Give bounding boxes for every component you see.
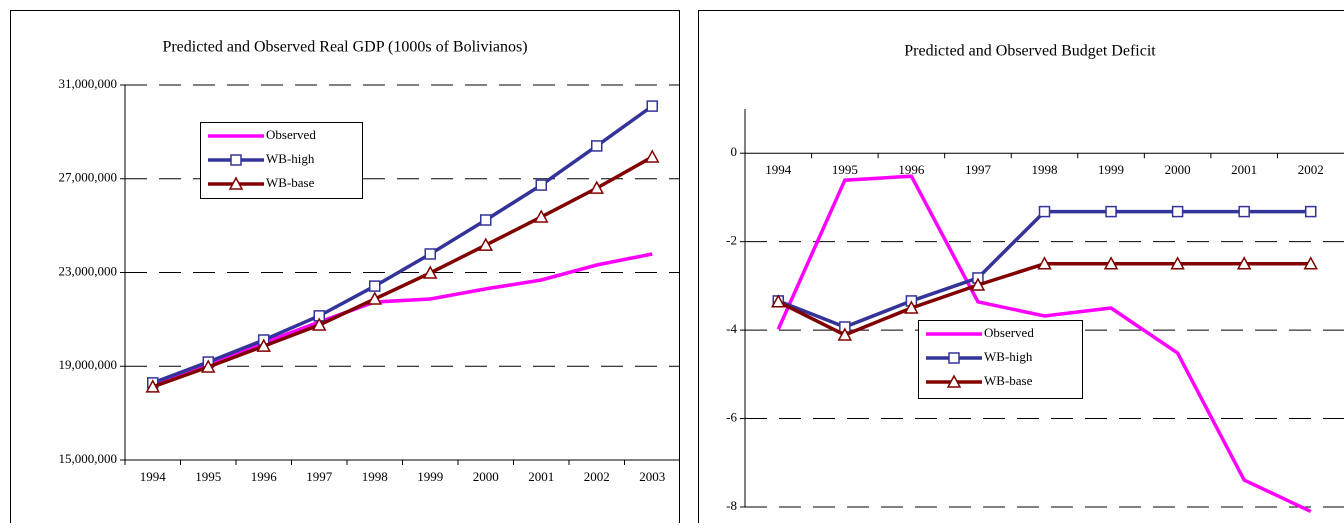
legend-label: Observed bbox=[266, 127, 316, 142]
legend-label: WB-high bbox=[984, 349, 1033, 364]
legend-label: WB-base bbox=[984, 373, 1033, 388]
y-tick-label: 23,000,000 bbox=[59, 263, 118, 278]
chart-title: Predicted and Observed Budget Deficit bbox=[904, 43, 1156, 60]
marker bbox=[1306, 207, 1316, 217]
y-tick-label: 27,000,000 bbox=[59, 170, 118, 185]
x-tick-label: 1997 bbox=[306, 469, 333, 484]
x-tick-label: 1997 bbox=[965, 162, 992, 177]
legend-label: WB-high bbox=[266, 151, 315, 166]
marker bbox=[1173, 207, 1183, 217]
x-tick-label: 2000 bbox=[1165, 162, 1191, 177]
marker bbox=[592, 141, 602, 151]
x-tick-label: 2000 bbox=[473, 469, 499, 484]
x-tick-label: 2001 bbox=[1231, 162, 1257, 177]
marker bbox=[231, 155, 241, 165]
y-tick-label: 15,000,000 bbox=[59, 451, 118, 466]
y-tick-label: -6 bbox=[726, 410, 737, 425]
marker bbox=[949, 353, 959, 363]
x-tick-label: 2003 bbox=[639, 469, 665, 484]
x-tick-label: 1998 bbox=[1032, 162, 1058, 177]
x-tick-label: 2002 bbox=[1298, 162, 1324, 177]
x-tick-label: 1998 bbox=[362, 469, 388, 484]
marker bbox=[1239, 207, 1249, 217]
x-tick-label: 2002 bbox=[584, 469, 610, 484]
y-tick-label: 19,000,000 bbox=[59, 357, 118, 372]
x-tick-label: 1994 bbox=[765, 162, 792, 177]
y-tick-label: -2 bbox=[726, 233, 737, 248]
marker bbox=[1106, 207, 1116, 217]
y-tick-label: 31,000,000 bbox=[59, 76, 118, 91]
marker bbox=[481, 215, 491, 225]
x-tick-label: 2001 bbox=[528, 469, 554, 484]
chart-title: Predicted and Observed Real GDP (1000s o… bbox=[162, 39, 527, 56]
x-tick-label: 1996 bbox=[251, 469, 278, 484]
marker bbox=[647, 101, 657, 111]
y-tick-label: -8 bbox=[726, 498, 737, 513]
x-tick-label: 1994 bbox=[140, 469, 167, 484]
x-tick-label: 1995 bbox=[195, 469, 221, 484]
legend-label: WB-base bbox=[266, 175, 315, 190]
x-tick-label: 1999 bbox=[417, 469, 443, 484]
y-tick-label: -4 bbox=[726, 321, 737, 336]
marker bbox=[370, 281, 380, 291]
x-tick-label: 1995 bbox=[832, 162, 858, 177]
marker bbox=[536, 180, 546, 190]
legend-label: Observed bbox=[984, 325, 1034, 340]
y-tick-label: 0 bbox=[731, 144, 738, 159]
x-tick-label: 1999 bbox=[1098, 162, 1124, 177]
marker bbox=[425, 249, 435, 259]
marker bbox=[1040, 207, 1050, 217]
